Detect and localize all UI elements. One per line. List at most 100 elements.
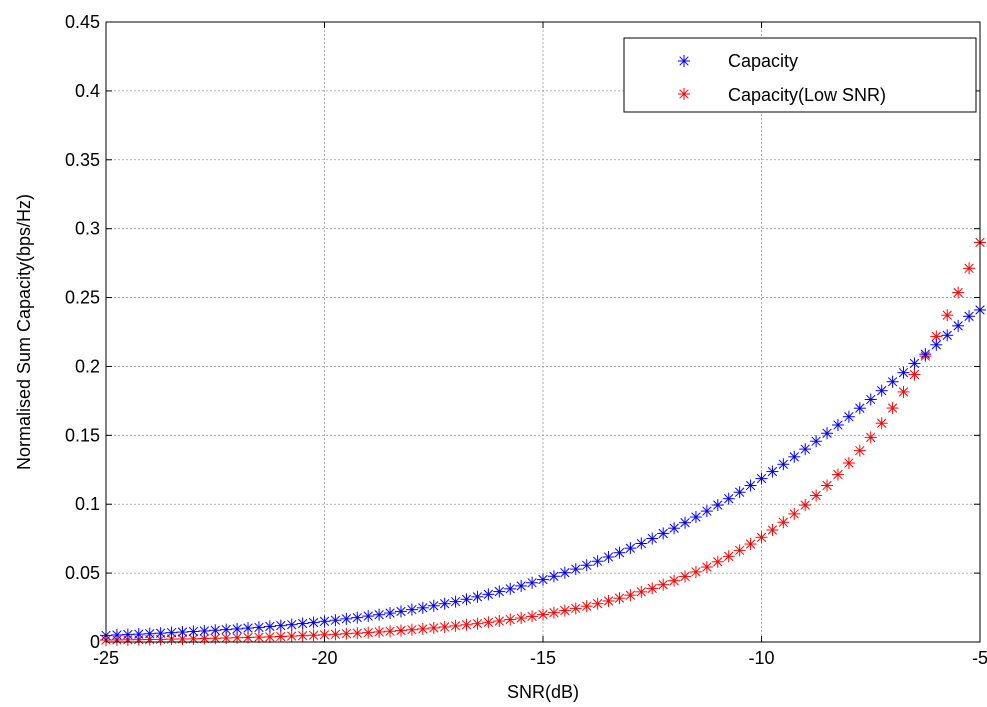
data-point bbox=[963, 310, 976, 323]
data-point bbox=[460, 618, 473, 631]
data-point bbox=[788, 450, 801, 463]
data-point bbox=[744, 479, 757, 492]
data-point bbox=[919, 348, 932, 361]
data-point bbox=[384, 625, 397, 638]
data-point bbox=[777, 516, 790, 529]
data-point bbox=[340, 612, 353, 625]
data-point bbox=[722, 550, 735, 563]
data-point bbox=[831, 419, 844, 431]
data-point bbox=[198, 624, 211, 637]
data-point bbox=[526, 610, 539, 623]
legend-label-capacity: Capacity bbox=[728, 51, 798, 71]
data-point bbox=[373, 608, 386, 621]
legend-marker-star bbox=[678, 88, 690, 100]
data-point bbox=[788, 507, 801, 520]
data-point bbox=[471, 617, 484, 630]
data-point bbox=[722, 492, 735, 505]
data-point bbox=[853, 444, 866, 457]
data-point bbox=[285, 618, 298, 631]
data-point bbox=[864, 431, 877, 444]
data-point bbox=[285, 630, 298, 643]
data-point bbox=[591, 597, 604, 610]
y-tick-label: 0 bbox=[90, 632, 100, 652]
series-1 bbox=[100, 236, 986, 647]
data-point bbox=[504, 582, 517, 595]
data-point bbox=[231, 622, 244, 635]
data-point bbox=[799, 499, 812, 512]
y-tick-label: 0.15 bbox=[65, 425, 100, 445]
data-point bbox=[263, 620, 276, 633]
data-point bbox=[602, 550, 615, 563]
data-point bbox=[799, 443, 812, 456]
x-tick-label: -10 bbox=[748, 648, 774, 668]
data-point bbox=[296, 617, 309, 630]
data-point bbox=[733, 486, 746, 499]
data-point bbox=[373, 625, 386, 638]
y-tick-label: 0.2 bbox=[75, 356, 100, 376]
x-axis-label: SNR(dB) bbox=[507, 682, 579, 702]
data-point bbox=[657, 527, 670, 540]
data-point bbox=[886, 402, 899, 415]
data-point bbox=[810, 489, 823, 502]
data-point bbox=[351, 611, 364, 624]
data-point bbox=[307, 629, 320, 642]
data-point bbox=[952, 286, 965, 299]
data-point bbox=[427, 599, 440, 612]
data-point bbox=[842, 457, 855, 470]
data-point bbox=[362, 610, 375, 623]
data-point bbox=[864, 393, 877, 406]
data-point bbox=[613, 546, 626, 559]
data-point bbox=[897, 366, 910, 379]
y-tick-label: 0.3 bbox=[75, 219, 100, 239]
data-point bbox=[547, 570, 560, 583]
data-point bbox=[853, 402, 866, 415]
data-point bbox=[493, 585, 506, 598]
data-point bbox=[558, 604, 571, 617]
data-point bbox=[679, 570, 692, 583]
data-point bbox=[263, 630, 276, 643]
data-point bbox=[558, 566, 571, 579]
data-point bbox=[405, 623, 418, 636]
data-point bbox=[340, 627, 353, 640]
data-point bbox=[580, 600, 593, 613]
data-point bbox=[689, 565, 702, 578]
data-point bbox=[394, 605, 407, 618]
data-point bbox=[351, 627, 364, 640]
y-tick-label: 0.1 bbox=[75, 494, 100, 514]
data-point bbox=[624, 589, 637, 602]
data-point bbox=[635, 537, 648, 550]
data-point bbox=[274, 619, 287, 632]
data-point bbox=[679, 516, 692, 529]
data-point bbox=[318, 615, 331, 628]
legend-box bbox=[623, 37, 977, 113]
data-point bbox=[842, 410, 855, 423]
data-point bbox=[733, 544, 746, 557]
data-point bbox=[624, 542, 637, 555]
y-tick-label: 0.45 bbox=[65, 12, 100, 32]
y-axis-label: Normalised Sum Capacity(bps/Hz) bbox=[14, 194, 34, 470]
series-0 bbox=[100, 303, 986, 642]
data-point bbox=[526, 576, 539, 589]
data-point bbox=[504, 613, 517, 626]
data-point bbox=[165, 626, 178, 639]
data-point bbox=[547, 606, 560, 619]
data-point bbox=[296, 629, 309, 642]
data-point bbox=[952, 319, 965, 332]
data-point bbox=[908, 368, 921, 381]
data-point bbox=[187, 625, 200, 638]
data-point bbox=[471, 590, 484, 603]
data-point bbox=[700, 505, 713, 518]
x-tick-label: -20 bbox=[311, 648, 337, 668]
data-point bbox=[646, 532, 659, 545]
data-point bbox=[449, 595, 462, 608]
legend: Capacity Capacity(Low SNR) bbox=[623, 37, 977, 113]
x-tick-label: -25 bbox=[93, 648, 119, 668]
y-tick-label: 0.05 bbox=[65, 563, 100, 583]
data-point bbox=[569, 563, 582, 576]
data-point bbox=[755, 472, 768, 485]
data-point bbox=[744, 538, 757, 551]
x-tick-labels: -25 -20 -15 -10 -5 bbox=[93, 648, 987, 668]
data-point bbox=[515, 579, 528, 592]
data-point bbox=[394, 624, 407, 637]
